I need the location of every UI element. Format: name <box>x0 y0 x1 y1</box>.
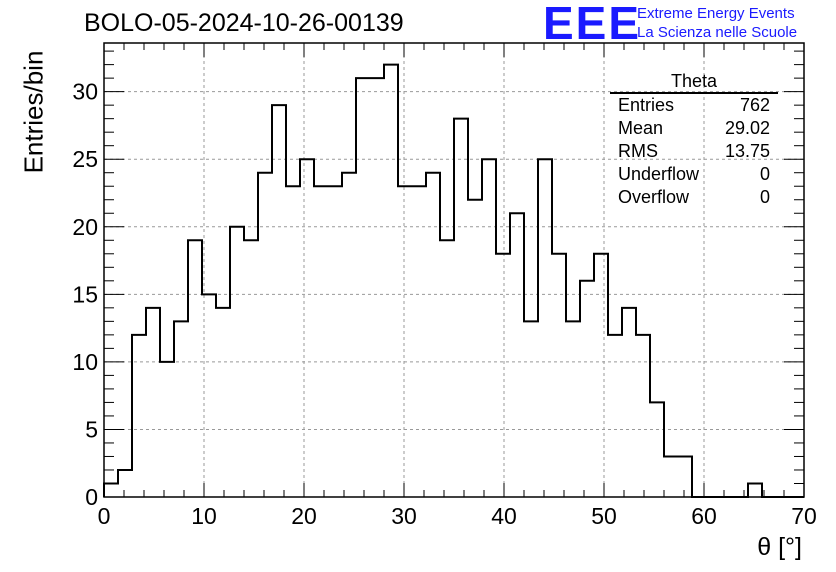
histogram-bin <box>748 483 762 497</box>
eee-logo-caption: Extreme Energy Events La Scienza nelle S… <box>637 4 797 42</box>
histogram-bin <box>608 335 622 497</box>
stats-label: Mean <box>618 118 664 138</box>
stats-value: 0 <box>759 187 770 207</box>
histogram-bin <box>272 105 286 497</box>
histogram-bin <box>356 78 370 497</box>
stats-row-overflow: Overflow 0 <box>610 186 778 209</box>
x-tick-label: 10 <box>191 503 217 529</box>
histogram-bin <box>552 254 566 497</box>
histogram-bin <box>524 321 538 497</box>
histogram-bin <box>202 294 216 497</box>
histogram-bin <box>440 240 454 497</box>
histogram-bin <box>244 240 258 497</box>
histogram-bin <box>412 186 426 497</box>
histogram-bin <box>258 173 272 497</box>
histogram-bin <box>160 362 174 497</box>
histogram-bin <box>314 186 328 497</box>
histogram-bin <box>538 159 552 497</box>
x-tick-label: 20 <box>291 503 317 529</box>
y-tick-label: 20 <box>72 214 98 240</box>
logo-caption-line2: La Scienza nelle Scuole <box>637 24 798 41</box>
histogram-bin <box>482 159 496 497</box>
stats-label: Entries <box>618 95 675 115</box>
histogram-bin <box>426 173 440 497</box>
histogram-bin <box>664 456 678 497</box>
x-tick-label: 0 <box>98 503 111 529</box>
y-axis-label: Entries/bin <box>18 50 49 174</box>
histogram-bin <box>510 213 524 497</box>
x-tick-label: 40 <box>491 503 517 529</box>
x-tick-label: 50 <box>591 503 617 529</box>
y-tick-label: 0 <box>85 484 98 510</box>
stats-label: Underflow <box>618 164 700 184</box>
stats-value: 762 <box>739 95 770 115</box>
stats-title: Theta <box>610 70 778 94</box>
histogram-bin <box>594 254 608 497</box>
histogram-bin <box>328 186 342 497</box>
stats-value: 13.75 <box>724 141 770 161</box>
histogram-bin <box>146 308 160 497</box>
histogram-bin <box>622 308 636 497</box>
stats-row-rms: RMS 13.75 <box>610 140 778 163</box>
histogram-bin <box>188 240 202 497</box>
histogram-bin <box>678 456 692 497</box>
logo-caption-line1: Extreme Energy Events <box>637 5 795 22</box>
x-tick-label: 60 <box>691 503 717 529</box>
histogram-bin <box>384 65 398 497</box>
stats-value: 29.02 <box>724 118 770 138</box>
y-tick-label: 5 <box>85 416 98 442</box>
histogram-bin <box>286 186 300 497</box>
histogram-outline <box>103 63 804 498</box>
stats-value: 0 <box>759 164 770 184</box>
y-tick-label: 25 <box>72 146 98 172</box>
histogram-bin <box>342 173 356 497</box>
stats-row-underflow: Underflow 0 <box>610 163 778 186</box>
x-tick-label: 30 <box>391 503 417 529</box>
histogram-bin <box>132 335 146 497</box>
histogram-bin <box>650 402 664 497</box>
histogram-bin <box>216 308 230 497</box>
x-tick-label: 70 <box>791 503 817 529</box>
histogram-bin <box>496 254 510 497</box>
histogram-bin <box>230 227 244 497</box>
histogram-bin <box>104 483 118 497</box>
histogram-bin <box>174 321 188 497</box>
y-tick-label: 15 <box>72 281 98 307</box>
histogram-bin <box>398 186 412 497</box>
histogram-bin <box>454 119 468 497</box>
stats-label: Overflow <box>618 187 690 207</box>
x-axis-label: θ [°] <box>757 533 802 561</box>
stats-row-mean: Mean 29.02 <box>610 117 778 140</box>
run-title: BOLO-05-2024-10-26-00139 <box>84 9 404 37</box>
histogram-bin <box>580 281 594 497</box>
histogram-bin <box>300 159 314 497</box>
eee-logo: EEE <box>543 0 642 49</box>
stats-box: Theta Entries 762 Mean 29.02 RMS 13.75 U… <box>610 70 778 209</box>
stats-row-entries: Entries 762 <box>610 94 778 117</box>
plot-frame <box>103 42 805 498</box>
histogram-bin <box>118 470 132 497</box>
y-tick-label: 30 <box>72 79 98 105</box>
stats-label: RMS <box>618 141 658 161</box>
histogram-bin <box>370 78 384 497</box>
histogram-bin <box>566 321 580 497</box>
histogram-bin <box>468 200 482 497</box>
histogram-bin <box>636 335 650 497</box>
y-tick-label: 10 <box>72 349 98 375</box>
